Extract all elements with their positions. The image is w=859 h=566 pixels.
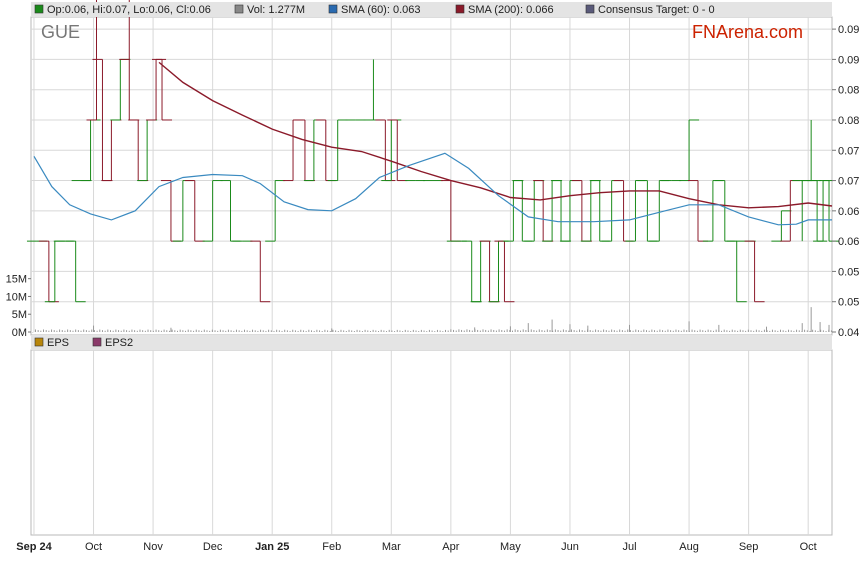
month-label: Jul <box>622 541 636 553</box>
price-tick-label: 0.075 <box>838 145 859 157</box>
volume-axis: 15M 10M 5M 0M <box>6 274 31 339</box>
legend-swatch <box>234 4 244 14</box>
moving-averages <box>33 61 833 226</box>
sma-60-line <box>33 152 832 226</box>
month-label: Dec <box>203 541 223 553</box>
price-panel <box>30 16 833 336</box>
ohlc-bar <box>744 240 765 303</box>
legend-label: EPS <box>47 337 69 349</box>
legend-swatch <box>34 4 44 14</box>
eps-panel <box>30 349 833 536</box>
eps-legend-bar <box>31 335 832 350</box>
price-tick-label: 0.060 <box>838 236 859 248</box>
price-tick-label: 0.045 <box>838 327 859 339</box>
price-tick-label: 0.050 <box>838 297 859 309</box>
legend-label: SMA (60): 0.063 <box>341 4 421 16</box>
month-label: Aug <box>679 541 699 553</box>
month-label: Apr <box>442 541 459 553</box>
legend-label: Vol: 1.277M <box>247 4 305 16</box>
ohlc-bar <box>771 210 792 242</box>
month-label: Nov <box>143 541 163 553</box>
month-label: May <box>500 541 521 553</box>
price-axis: 0.095 0.090 0.085 0.080 0.075 0.070 0.065 0.060… <box>832 24 859 339</box>
volume-bars <box>32 307 832 333</box>
time-axis: Sep 24 Oct Nov Dec Jan 25 Feb Mar Apr May Jun Jul A… <box>16 541 816 553</box>
legend-bar <box>31 2 832 17</box>
ohlc-bar <box>152 58 173 121</box>
legend-swatch <box>455 4 465 14</box>
volume-tick-label: 5M <box>12 309 27 321</box>
ohlc-bar <box>494 240 515 303</box>
legend-label: SMA (200): 0.066 <box>468 4 554 16</box>
ohlc-bar <box>65 240 86 303</box>
volume-tick-label: 15M <box>6 274 27 286</box>
ohlc-bar <box>726 240 747 303</box>
ohlc-bar <box>250 240 271 303</box>
price-tick-label: 0.070 <box>838 176 859 188</box>
volume-tick-label: 0M <box>12 327 27 339</box>
month-label: Sep 24 <box>16 541 52 553</box>
legend-top: Op:0.06, Hi:0.07, Lo:0.06, Cl:0.06 Vol: 1… <box>34 4 715 16</box>
price-tick-label: 0.090 <box>838 54 859 66</box>
volume-tick-label: 10M <box>6 291 27 303</box>
price-tick-label: 0.065 <box>838 206 859 218</box>
symbol-label: GUE <box>41 22 80 42</box>
month-label: Sep <box>739 541 759 553</box>
legend-bottom: EPS EPS2 <box>34 337 133 349</box>
ohlc-bar <box>679 119 700 182</box>
legend-swatch <box>328 4 338 14</box>
legend-label: Consensus Target: 0 - 0 <box>598 4 715 16</box>
price-tick-label: 0.085 <box>838 85 859 97</box>
legend-label: EPS2 <box>105 337 133 349</box>
legend-swatch <box>34 337 44 347</box>
price-bars <box>26 0 840 303</box>
month-label: Jan 25 <box>255 541 289 553</box>
legend-swatch <box>585 4 595 14</box>
month-label: Jun <box>561 541 579 553</box>
price-tick-label: 0.080 <box>838 115 859 127</box>
month-label: Mar <box>382 541 401 553</box>
month-label: Oct <box>800 541 817 553</box>
price-tick-label: 0.055 <box>838 266 859 278</box>
price-tick-label: 0.095 <box>838 24 859 36</box>
month-label: Feb <box>322 541 341 553</box>
brand-logo: FNArena.com <box>692 22 803 42</box>
month-label: Oct <box>85 541 102 553</box>
legend-label: Op:0.06, Hi:0.07, Lo:0.06, Cl:0.06 <box>47 4 211 16</box>
legend-swatch <box>92 337 102 347</box>
